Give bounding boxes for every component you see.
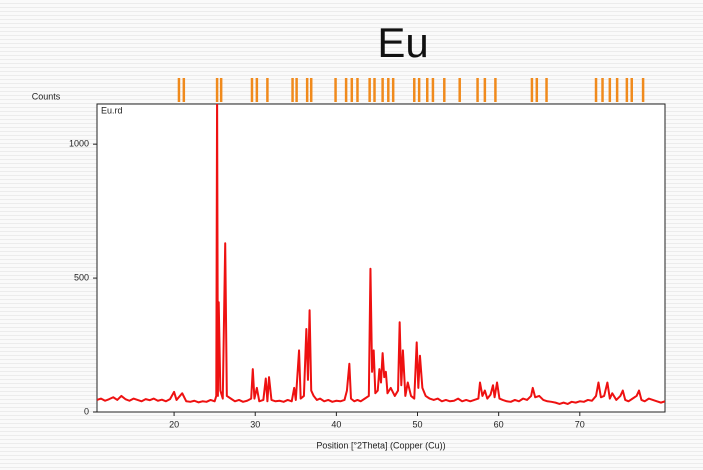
plot-area — [96, 103, 666, 413]
y-tick-label: 0 — [84, 406, 89, 416]
data-line — [97, 104, 665, 405]
series-label: Eu.rd — [101, 105, 123, 115]
x-tick-label: 50 — [413, 419, 423, 429]
series-group — [97, 104, 665, 405]
x-axis-label: Position [°2Theta] (Copper (Cu)) — [316, 440, 445, 450]
x-tick-label: 20 — [169, 419, 179, 429]
y-tick-label: 1000 — [69, 139, 89, 149]
x-tick-label: 30 — [250, 419, 260, 429]
x-tick-label: 40 — [331, 419, 341, 429]
y-axis-label: Counts — [32, 91, 61, 101]
chart-title: Eu — [377, 19, 428, 66]
x-tick-label: 70 — [575, 419, 585, 429]
y-tick-label: 500 — [74, 272, 89, 282]
x-tick-label: 60 — [494, 419, 504, 429]
